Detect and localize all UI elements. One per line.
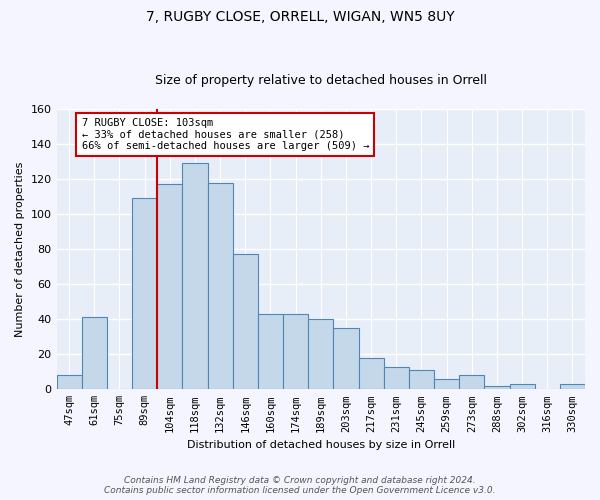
Bar xyxy=(409,370,434,390)
Bar xyxy=(484,386,509,390)
Bar xyxy=(434,379,459,390)
Text: 7, RUGBY CLOSE, ORRELL, WIGAN, WN5 8UY: 7, RUGBY CLOSE, ORRELL, WIGAN, WN5 8UY xyxy=(146,10,454,24)
Bar xyxy=(334,328,359,390)
Bar xyxy=(283,314,308,390)
Bar xyxy=(182,164,208,390)
Bar xyxy=(560,384,585,390)
Bar xyxy=(132,198,157,390)
Bar xyxy=(459,376,484,390)
Text: 7 RUGBY CLOSE: 103sqm
← 33% of detached houses are smaller (258)
66% of semi-det: 7 RUGBY CLOSE: 103sqm ← 33% of detached … xyxy=(82,118,369,151)
Bar xyxy=(233,254,258,390)
Bar xyxy=(258,314,283,390)
Bar xyxy=(82,318,107,390)
Bar xyxy=(359,358,383,390)
Text: Contains HM Land Registry data © Crown copyright and database right 2024.
Contai: Contains HM Land Registry data © Crown c… xyxy=(104,476,496,495)
Y-axis label: Number of detached properties: Number of detached properties xyxy=(15,162,25,337)
Bar xyxy=(157,184,182,390)
X-axis label: Distribution of detached houses by size in Orrell: Distribution of detached houses by size … xyxy=(187,440,455,450)
Bar xyxy=(56,376,82,390)
Bar xyxy=(383,366,409,390)
Bar xyxy=(208,182,233,390)
Bar xyxy=(308,319,334,390)
Bar xyxy=(509,384,535,390)
Title: Size of property relative to detached houses in Orrell: Size of property relative to detached ho… xyxy=(155,74,487,87)
